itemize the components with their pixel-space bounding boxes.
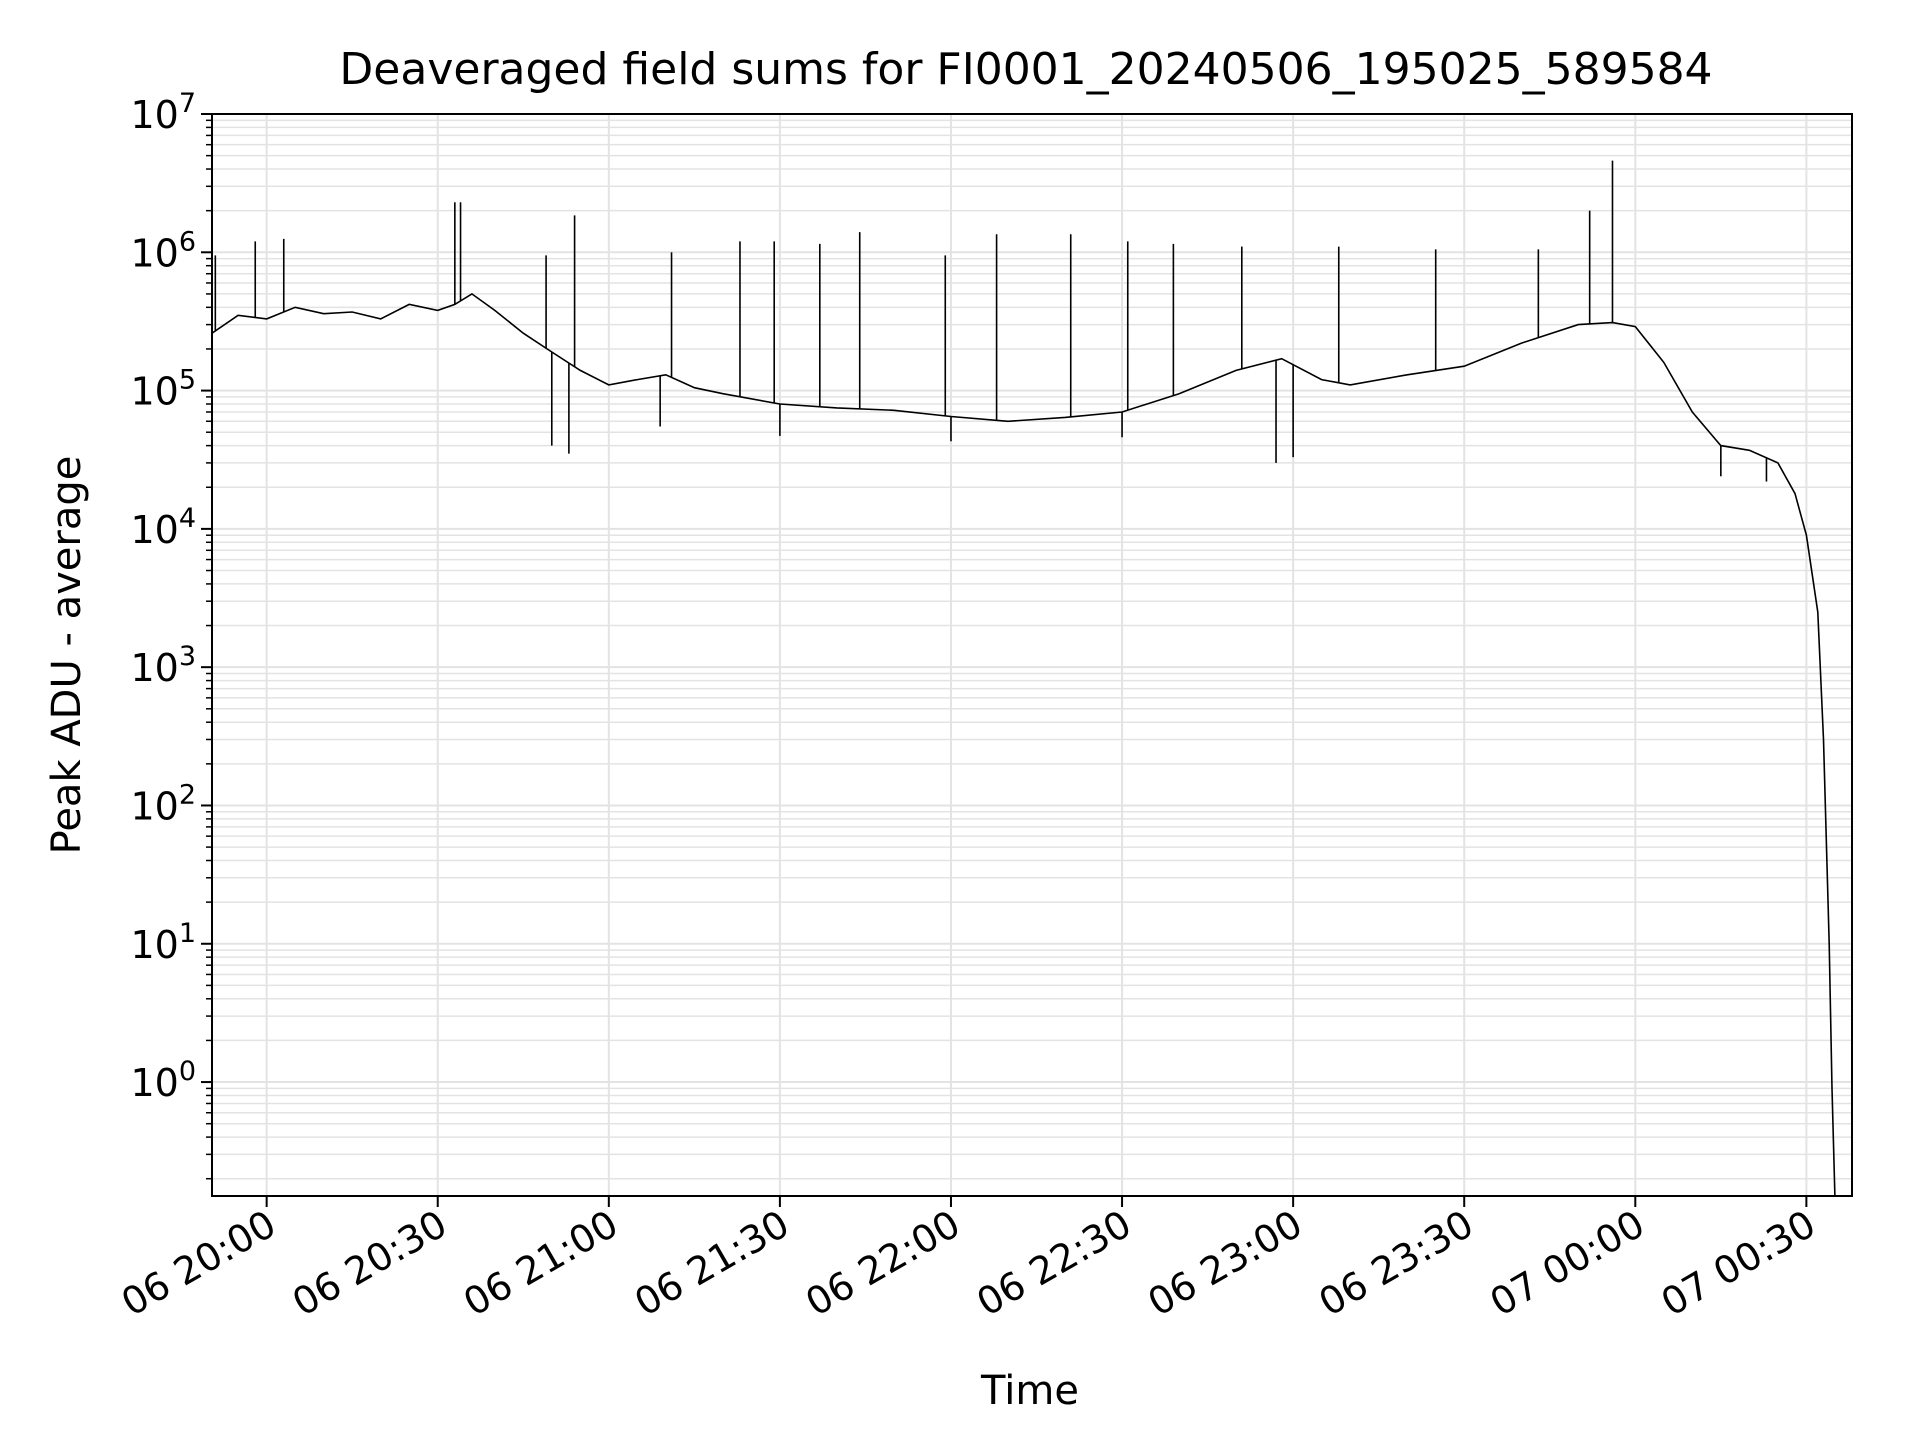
y-tick-label: 105 [130, 365, 196, 414]
y-axis: 100 101 102 103 104 105 106 107 [130, 88, 212, 1180]
y-tick-label: 102 [130, 779, 196, 828]
y-tick-label: 103 [130, 641, 196, 690]
x-axis-label: Time [980, 1368, 1079, 1414]
plot-frame [211, 113, 1853, 1197]
y-axis-label: Peak ADU - average [44, 456, 90, 855]
y-tick-label: 104 [130, 503, 196, 552]
y-tick-label: 100 [130, 1056, 196, 1105]
minor-gridlines [212, 119, 1852, 1180]
y-tick-label: 106 [130, 226, 196, 275]
y-tick-label: 101 [130, 918, 196, 967]
chart-title: Deaveraged field sums for FI0001_2024050… [339, 44, 1712, 95]
series-layer [212, 160, 1836, 1196]
series-line [212, 292, 1836, 1196]
y-tick-label: 107 [130, 88, 196, 137]
